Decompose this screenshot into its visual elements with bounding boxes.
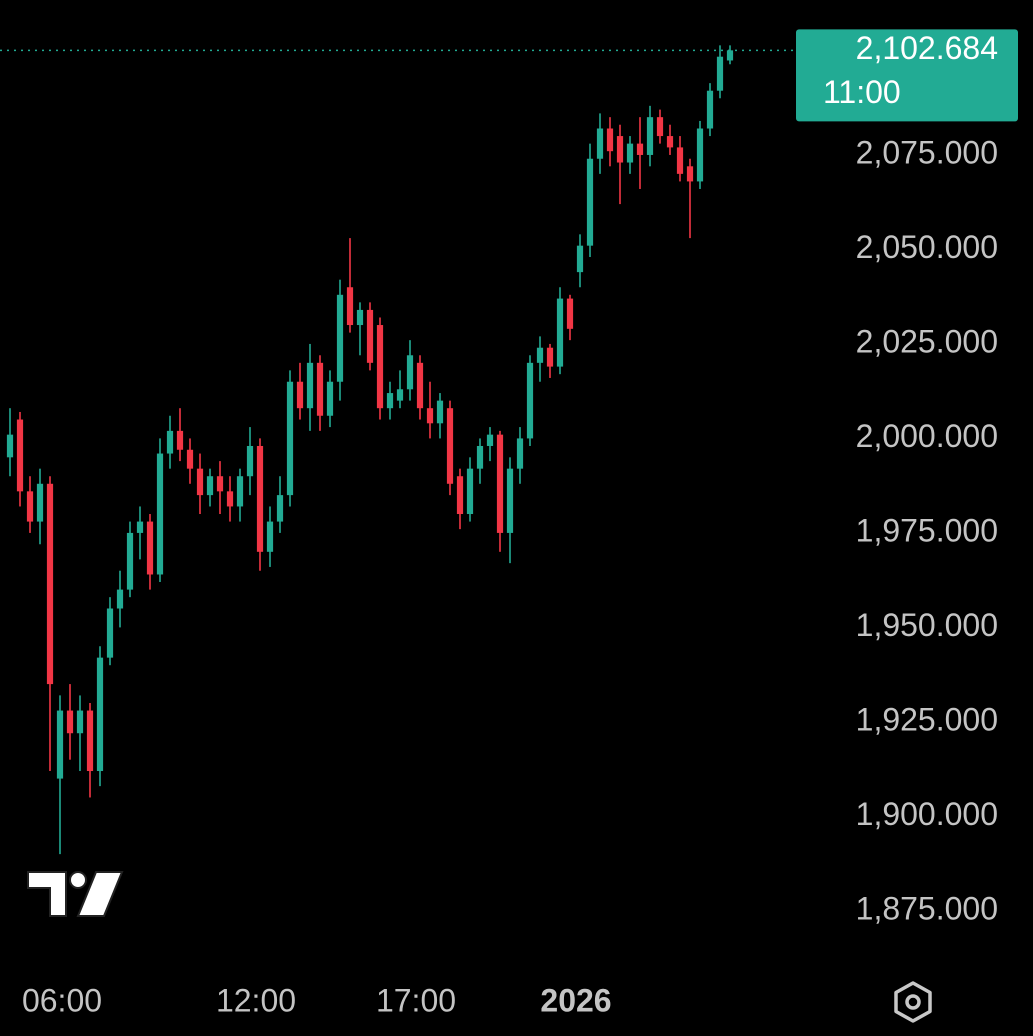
candle-body — [126, 532, 134, 590]
candle-body — [496, 434, 504, 533]
candle-body — [376, 325, 384, 409]
y-tick-label: 1,975.000 — [856, 512, 998, 548]
candle-body — [56, 710, 64, 779]
candle-body — [646, 117, 654, 155]
candle-body — [716, 56, 724, 91]
candle-body — [286, 381, 294, 496]
candle-body — [616, 136, 624, 163]
candle-body — [586, 158, 594, 246]
candle-body — [566, 298, 574, 329]
candle-body — [536, 347, 544, 363]
candle-body — [366, 309, 374, 363]
candle-body — [696, 128, 704, 182]
candle-body — [196, 468, 204, 496]
x-tick-label: 06:00 — [22, 982, 102, 1018]
candle-body — [596, 128, 604, 159]
candle-body — [306, 362, 314, 409]
candle-body — [336, 294, 344, 382]
y-tick-label: 2,050.000 — [856, 229, 998, 265]
candle-body — [436, 400, 444, 424]
candle-body — [236, 476, 244, 507]
candle-body — [176, 430, 184, 450]
candle-body — [276, 495, 284, 522]
x-tick-label: 12:00 — [216, 982, 296, 1018]
y-tick-label: 1,950.000 — [856, 607, 998, 643]
candle-body — [316, 362, 324, 416]
candle-body — [266, 521, 274, 552]
candle-body — [226, 491, 234, 507]
x-tick-label: 17:00 — [376, 982, 456, 1018]
last-price-box — [796, 29, 1018, 122]
candle-body — [66, 710, 74, 734]
candle-body — [116, 589, 124, 609]
candle-body — [386, 393, 394, 409]
candle-body — [476, 445, 484, 469]
candle-body — [46, 483, 54, 685]
candle-body — [446, 408, 454, 484]
candle-body — [96, 657, 104, 772]
candle-body — [346, 287, 354, 326]
candle-body — [256, 445, 264, 552]
candle-body — [546, 347, 554, 367]
candle-body — [636, 143, 644, 155]
countdown-label: 11:00 — [823, 74, 901, 110]
y-tick-label: 2,025.000 — [856, 323, 998, 359]
candle-body — [516, 438, 524, 469]
candle-body — [186, 449, 194, 469]
candle-body — [426, 408, 434, 424]
candle-body — [576, 245, 584, 273]
candle-body — [726, 50, 734, 61]
candle-body — [136, 521, 144, 533]
candle-body — [666, 136, 674, 148]
y-tick-label: 1,875.000 — [856, 890, 998, 926]
tradingview-logo — [27, 871, 124, 917]
x-tick-label: 2026 — [540, 982, 611, 1018]
candles — [6, 45, 734, 855]
candle-body — [26, 491, 34, 522]
candle-body — [6, 434, 14, 458]
candle-body — [676, 147, 684, 174]
candle-body — [356, 309, 364, 326]
candle-body — [556, 298, 564, 367]
candle-body — [686, 166, 694, 182]
candle-body — [656, 117, 664, 137]
y-tick-label: 1,925.000 — [856, 701, 998, 737]
candle-body — [526, 362, 534, 439]
candle-body — [106, 608, 114, 658]
candle-body — [76, 710, 84, 734]
candle-body — [16, 419, 24, 492]
candle-body — [506, 468, 514, 533]
y-tick-label: 2,075.000 — [856, 134, 998, 170]
candle-body — [456, 476, 464, 515]
y-tick-label: 1,900.000 — [856, 796, 998, 832]
y-tick-label: 2,000.000 — [856, 418, 998, 454]
candle-body — [146, 521, 154, 575]
candle-body — [296, 381, 304, 409]
candle-body — [166, 430, 174, 454]
settings-icon[interactable] — [894, 981, 932, 1023]
candle-body — [86, 710, 94, 772]
candle-body — [156, 453, 164, 575]
candle-body — [396, 389, 404, 401]
candle-body — [606, 128, 614, 152]
candle-body — [416, 362, 424, 409]
candle-body — [326, 381, 334, 416]
candle-body — [216, 476, 224, 492]
candle-body — [706, 90, 714, 129]
candle-body — [406, 355, 414, 390]
candle-body — [466, 468, 474, 515]
candle-body — [206, 476, 214, 496]
candle-body — [626, 143, 634, 163]
candle-body — [246, 445, 254, 477]
candle-body — [486, 434, 494, 446]
candle-body — [36, 483, 44, 522]
last-price-label: 2,102.684 — [856, 30, 998, 66]
